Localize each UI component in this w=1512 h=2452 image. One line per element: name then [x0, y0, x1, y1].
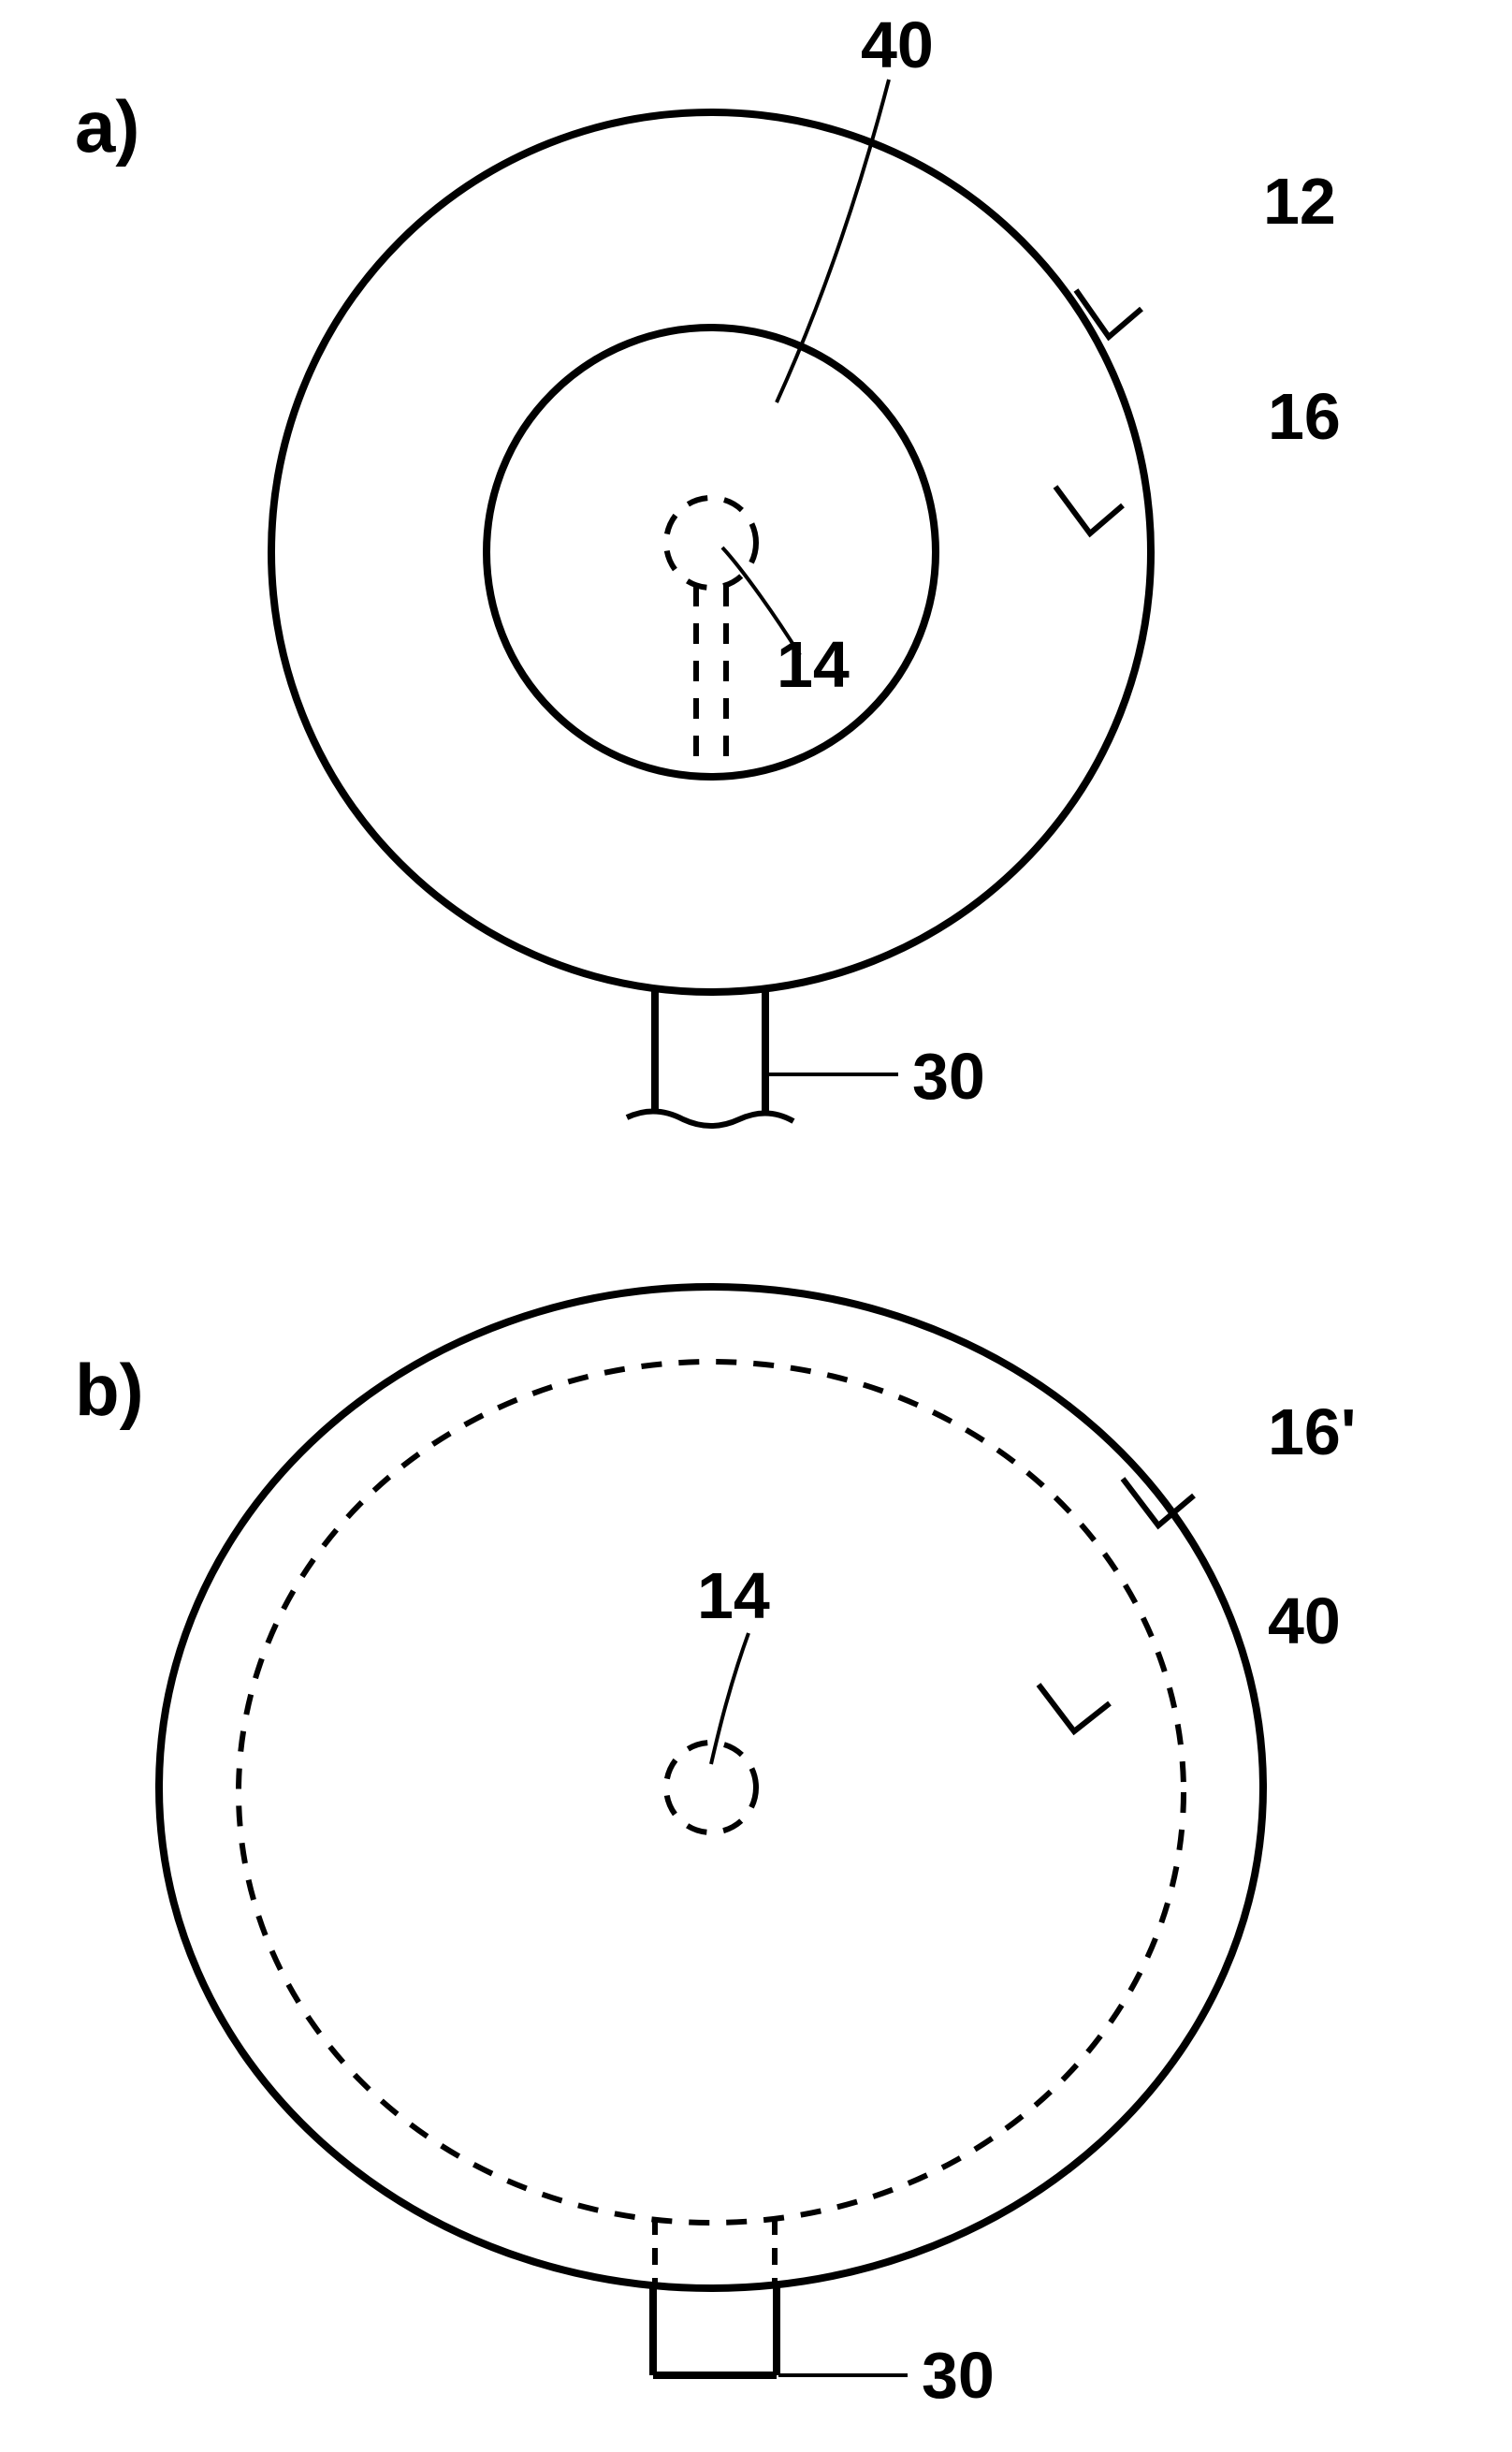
panel-label-a: a) — [75, 84, 139, 169]
fig-a-outer-circle — [271, 112, 1151, 992]
fig-b-outer-ellipse — [159, 1287, 1263, 2288]
leader-a-12-tick — [1076, 290, 1141, 337]
fig-a-stem-break — [627, 1111, 793, 1126]
panel-label-b: b) — [75, 1348, 144, 1433]
fig-a-inner-circle — [487, 328, 936, 777]
label-a-14: 14 — [777, 627, 850, 702]
label-b-14: 14 — [697, 1558, 770, 1633]
label-a-30: 30 — [912, 1039, 985, 1114]
label-a-40: 40 — [861, 7, 934, 82]
diagram-page: a) b) 40 12 16 14 30 16' 40 14 30 — [0, 0, 1512, 2418]
label-b-40: 40 — [1268, 1584, 1341, 1658]
fig-a-stem — [655, 988, 765, 1114]
label-a-12: 12 — [1263, 164, 1336, 239]
label-a-16: 16 — [1268, 379, 1341, 454]
label-b-16p: 16' — [1268, 1394, 1357, 1469]
fig-b-inner-dashed-ellipse — [239, 1362, 1184, 2223]
leader-b-16p-tick — [1123, 1479, 1194, 1525]
leader-a-16-tick — [1055, 487, 1123, 533]
label-b-30: 30 — [922, 2338, 995, 2413]
leader-b-40-tick — [1039, 1685, 1110, 1731]
